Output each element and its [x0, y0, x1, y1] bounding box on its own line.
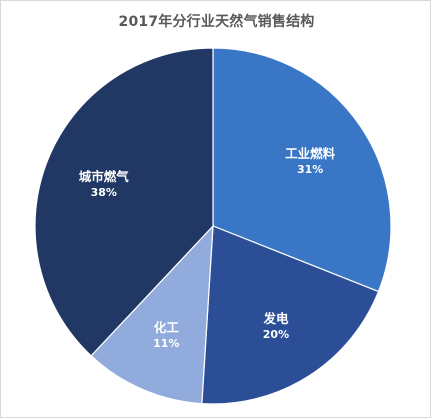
slice-label-2: 发电: [262, 311, 289, 326]
pie-slice-4: [34, 47, 214, 357]
slice-percent-4: 38%: [91, 186, 117, 199]
slice-label-1: 工业燃料: [285, 146, 336, 161]
slice-label-3: 化工: [154, 320, 180, 335]
slice-percent-3: 11%: [153, 337, 179, 350]
slice-label-4: 城市燃气: [79, 169, 130, 184]
pie-slice-3: [90, 224, 214, 405]
pie-slice-1: [212, 47, 392, 293]
pie-slice-2: [201, 225, 380, 405]
slice-percent-1: 31%: [297, 163, 323, 176]
slice-percent-2: 20%: [263, 328, 289, 341]
chart-title: 2017年分行业天然气销售结构: [118, 14, 315, 30]
